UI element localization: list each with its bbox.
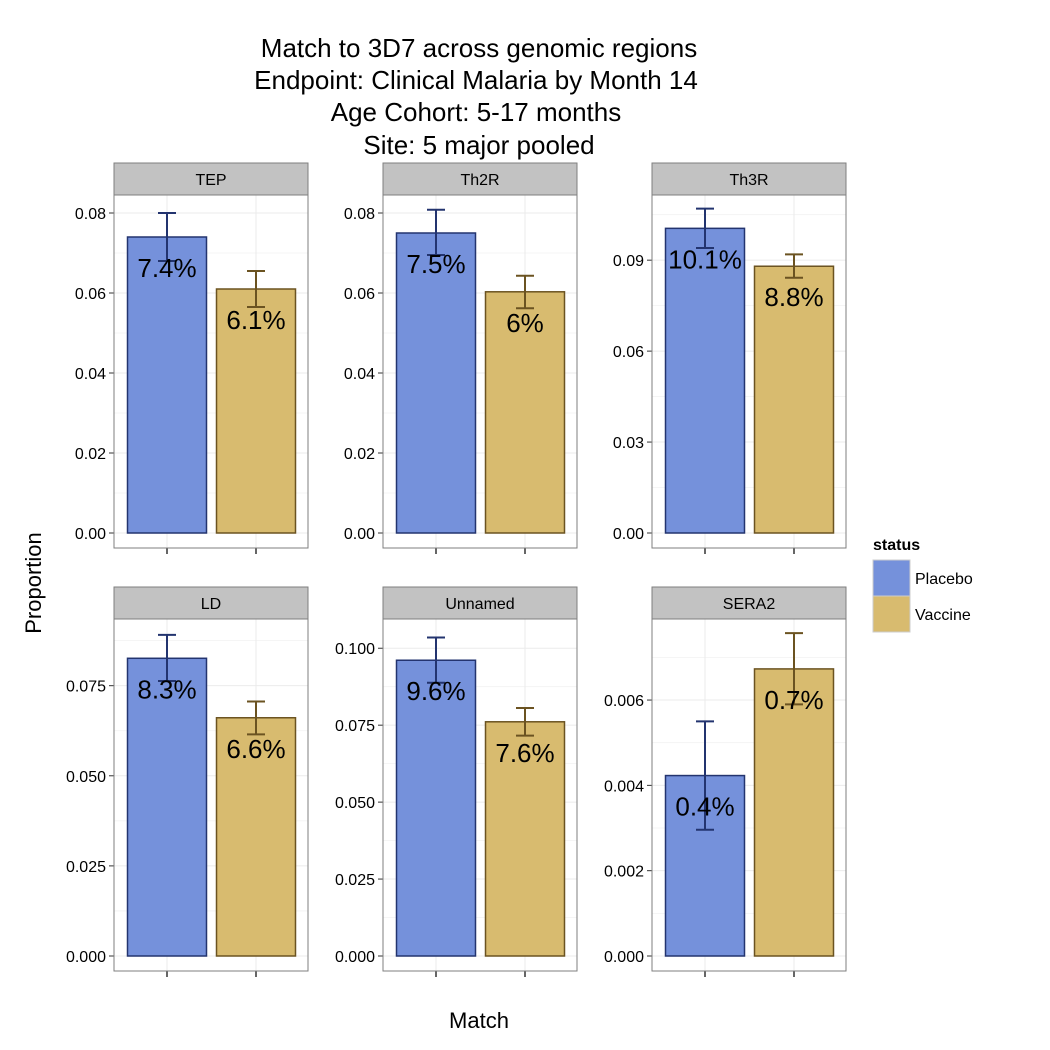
bar-placebo — [664, 227, 746, 534]
legend: status Placebo Vaccine — [872, 537, 973, 633]
y-tick-label: 0.050 — [66, 769, 106, 786]
panel-unnamed: Unnamed 0.000 0.025 0.050 0.075 0.100 9.6% 7.6% — [335, 586, 578, 977]
strip-label: Unnamed — [445, 596, 514, 613]
panels: TEP0.000.020.040.060.087.4%6.1%Th2R0.000… — [66, 162, 847, 977]
panel-border — [382, 194, 578, 549]
data-label-placebo: 0.4% — [675, 792, 734, 822]
legend-title: status — [873, 537, 920, 554]
chart-title-line-1: Match to 3D7 across genomic regions — [261, 33, 697, 63]
panel-border — [651, 194, 847, 549]
y-tick-label: 0.02 — [344, 446, 375, 463]
y-tick-label: 0.025 — [335, 872, 375, 889]
y-tick-label: 0.004 — [604, 778, 644, 795]
data-label-placebo: 10.1% — [668, 244, 742, 274]
data-label-placebo: 9.6% — [406, 676, 465, 706]
data-label-placebo: 7.5% — [406, 249, 465, 279]
panel-th3r: Th3R 0.00 0.03 0.06 0.09 10.1% 8.8% — [613, 162, 847, 554]
strip-background — [651, 162, 847, 196]
panel-tep: TEP 0.00 0.02 0.04 0.06 0.08 7.4% 6.1% — [75, 162, 309, 554]
legend-label-placebo: Placebo — [915, 571, 973, 588]
bar-placebo — [126, 236, 208, 534]
y-tick-label: 0.000 — [604, 949, 644, 966]
y-tick-label: 0.00 — [75, 526, 106, 543]
legend-label-vaccine: Vaccine — [915, 607, 971, 624]
y-axis-title: Proportion — [21, 532, 46, 634]
bar-vaccine — [215, 717, 297, 957]
panel-sera2: SERA2 0.000 0.002 0.004 0.006 0.4% 0.7% — [604, 586, 847, 977]
y-tick-label: 0.06 — [613, 344, 644, 361]
data-label-vaccine: 6.1% — [226, 305, 285, 335]
y-tick-label: 0.09 — [613, 253, 644, 270]
panel-border — [651, 618, 847, 972]
strip-label: Th3R — [729, 172, 768, 189]
data-label-vaccine: 8.8% — [764, 282, 823, 312]
panel-border — [113, 194, 309, 549]
strip-label: LD — [201, 596, 221, 613]
bar-vaccine — [215, 288, 297, 534]
bar-placebo — [395, 232, 477, 534]
chart-title-line-4: Site: 5 major pooled — [363, 130, 594, 160]
data-label-placebo: 7.4% — [137, 253, 196, 283]
panel-border — [113, 618, 309, 972]
y-tick-label: 0.08 — [75, 206, 106, 223]
strip-background — [382, 586, 578, 620]
data-label-vaccine: 6% — [506, 308, 544, 338]
strip-background — [113, 586, 309, 620]
panel-th2r: Th2R 0.00 0.02 0.04 0.06 0.08 7.5% 6% — [344, 162, 578, 554]
y-tick-label: 0.100 — [335, 641, 375, 658]
legend-swatch-vaccine — [872, 595, 911, 633]
strip-background — [382, 162, 578, 196]
strip-label: Th2R — [460, 172, 499, 189]
panel-ld: LD 0.000 0.025 0.050 0.075 8.3% 6.6% — [66, 586, 309, 977]
chart-title-line-3: Age Cohort: 5-17 months — [331, 97, 622, 127]
bar-vaccine — [484, 721, 566, 957]
data-label-vaccine: 7.6% — [495, 738, 554, 768]
chart-title-line-2: Endpoint: Clinical Malaria by Month 14 — [254, 65, 698, 95]
legend-swatch-placebo — [872, 559, 911, 597]
x-axis-title: Match — [449, 1008, 509, 1033]
y-tick-label: 0.025 — [66, 859, 106, 876]
y-tick-label: 0.08 — [344, 206, 375, 223]
y-tick-label: 0.04 — [75, 366, 106, 383]
y-tick-label: 0.002 — [604, 864, 644, 881]
y-tick-label: 0.006 — [604, 693, 644, 710]
y-tick-label: 0.075 — [66, 679, 106, 696]
y-tick-label: 0.00 — [344, 526, 375, 543]
bar-vaccine — [753, 265, 835, 534]
y-tick-label: 0.03 — [613, 435, 644, 452]
y-tick-label: 0.000 — [66, 949, 106, 966]
y-tick-label: 0.050 — [335, 795, 375, 812]
y-tick-label: 0.075 — [335, 718, 375, 735]
y-tick-label: 0.02 — [75, 446, 106, 463]
y-tick-label: 0.000 — [335, 949, 375, 966]
data-label-vaccine: 6.6% — [226, 734, 285, 764]
strip-background — [113, 162, 309, 196]
bar-vaccine — [753, 668, 835, 957]
y-tick-label: 0.04 — [344, 366, 375, 383]
bar-placebo — [395, 659, 477, 957]
strip-label: SERA2 — [723, 596, 776, 613]
data-label-vaccine: 0.7% — [764, 685, 823, 715]
y-tick-label: 0.06 — [75, 286, 106, 303]
strip-background — [651, 586, 847, 620]
panel-border — [382, 618, 578, 972]
y-tick-label: 0.06 — [344, 286, 375, 303]
strip-label: TEP — [195, 172, 226, 189]
data-label-placebo: 8.3% — [137, 674, 196, 704]
y-tick-label: 0.00 — [613, 526, 644, 543]
